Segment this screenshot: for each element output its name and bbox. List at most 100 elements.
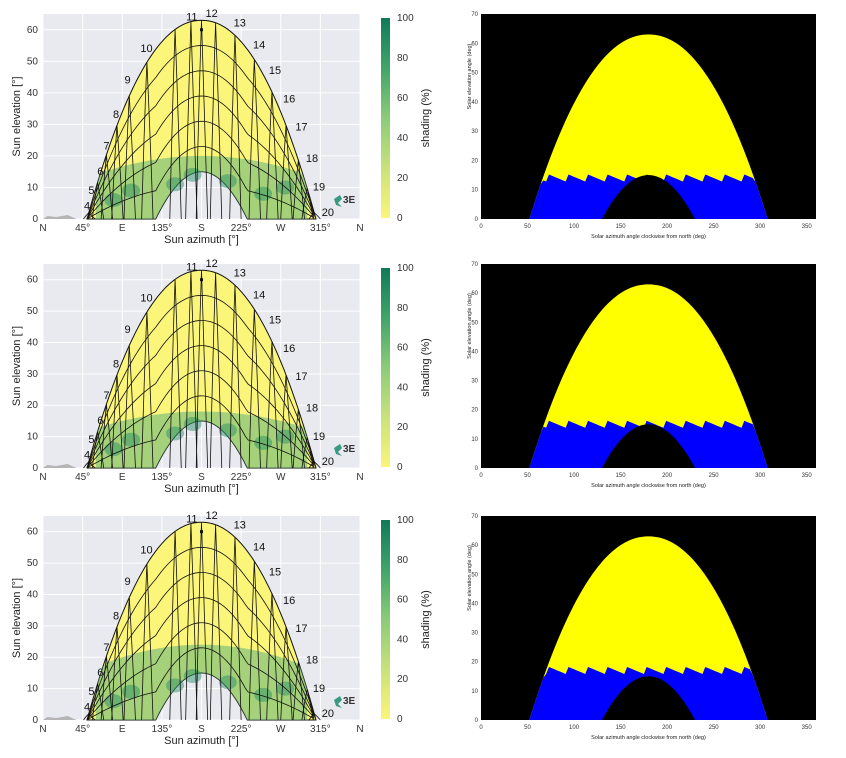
hour-line (169, 29, 182, 220)
x-tick-label: 250 (709, 473, 720, 479)
y-axis-label: Solar elevation angle (deg) (467, 545, 473, 611)
y-tick-label: 0 (32, 715, 38, 726)
day-curve (86, 320, 315, 469)
hour-label: 6 (97, 667, 103, 679)
x-tick-label: 50 (524, 224, 531, 230)
colorbar-tick-label: 100 (397, 263, 414, 274)
y-tick-label: 20 (471, 158, 478, 164)
horizon-obstacle (43, 215, 77, 219)
hour-label: 16 (283, 93, 295, 105)
hour-label: 8 (113, 359, 119, 371)
hour-line (229, 35, 242, 220)
y-tick-label: 30 (471, 379, 478, 385)
shading-band (95, 155, 308, 219)
day-curve (86, 597, 315, 721)
hour-label: 7 (103, 642, 109, 654)
y-tick-label: 50 (27, 558, 39, 569)
x-tick-label: 200 (662, 725, 673, 731)
colorbar (381, 268, 390, 467)
shading-band (95, 411, 308, 468)
colorbar-tick-label: 0 (397, 213, 403, 224)
y-tick-label: 20 (27, 652, 39, 663)
hour-label: 8 (113, 109, 119, 121)
hour-label: 9 (124, 324, 130, 336)
hour-label: 16 (283, 343, 295, 355)
hour-line (301, 437, 314, 469)
hour-label: 12 (206, 510, 218, 522)
day-curve (86, 622, 315, 721)
hour-label: 18 (306, 403, 318, 415)
y-axis-label: Solar elevation angle (deg) (467, 293, 473, 359)
hour-line (195, 270, 209, 469)
hour-label: 12 (206, 258, 218, 270)
y-tick-label: 50 (471, 71, 478, 77)
hour-line (100, 154, 113, 220)
y-tick-label: 40 (27, 337, 39, 348)
colorbar-tick-label: 20 (397, 674, 409, 685)
x-tick-label: 0 (479, 725, 483, 731)
hour-label: 5 (88, 434, 94, 446)
hour-label: 13 (234, 520, 246, 532)
y-tick-label: 10 (27, 432, 39, 443)
x-tick-label: 250 (709, 725, 720, 731)
x-tick-label: 135° (152, 724, 173, 735)
x-axis-label: Sun azimuth [°] (164, 234, 239, 246)
x-tick-label: N (39, 724, 46, 735)
hour-line (195, 522, 209, 721)
below-winter-region (601, 175, 696, 219)
y-tick-label: 30 (27, 369, 39, 380)
below-winter-region (601, 424, 696, 468)
x-tick-label: 45° (75, 472, 90, 483)
y-tick-label: 40 (471, 601, 478, 607)
day-curve (86, 95, 315, 220)
y-tick-label: 30 (27, 119, 39, 130)
day-curve (86, 146, 315, 220)
y-tick-label: 10 (471, 188, 478, 194)
y-tick-label: 60 (471, 291, 478, 297)
logo-text: 3E (343, 195, 356, 206)
hour-label: 8 (113, 611, 119, 623)
y-tick-label: 50 (27, 56, 39, 67)
hour-label: 9 (124, 576, 130, 588)
x-tick-label: E (119, 724, 126, 735)
colorbar-tick-label: 100 (397, 13, 414, 24)
hour-label: 14 (253, 290, 265, 302)
hour-label: 14 (253, 542, 265, 554)
colorbar-tick-label: 80 (397, 303, 409, 314)
hour-line (209, 22, 223, 220)
hour-line (185, 21, 198, 220)
hour-line (248, 59, 261, 220)
x-tick-label: 315° (310, 724, 331, 735)
hour-label: 10 (140, 43, 152, 55)
x-tick-label: 45° (75, 724, 90, 735)
day-curve (86, 294, 315, 469)
colorbar-tick-label: 0 (397, 462, 403, 473)
colorbar-tick-label: 60 (397, 343, 409, 354)
hour-line (111, 626, 124, 721)
y-tick-label: 60 (471, 543, 478, 549)
hour-line (292, 661, 305, 721)
logo-mark (334, 696, 342, 708)
colorbar (381, 18, 390, 218)
day-curve (86, 647, 315, 721)
hour-label: 13 (234, 268, 246, 280)
x-tick-label: S (198, 472, 205, 483)
hour-line (301, 689, 314, 721)
hour-label: 17 (295, 371, 307, 383)
x-tick-label: 200 (662, 224, 673, 230)
hour-line (141, 62, 154, 220)
shading-blob (254, 435, 273, 450)
shading-blob (104, 442, 123, 457)
hour-line (301, 188, 314, 220)
colorbar-tick-label: 80 (397, 555, 409, 566)
hour-line (209, 272, 223, 469)
day-curve (86, 70, 315, 220)
day-curve (86, 45, 315, 220)
x-tick-label: W (276, 472, 286, 483)
hour-label: 7 (103, 390, 109, 402)
hour-line (229, 537, 242, 721)
shading-blob (122, 432, 141, 447)
y-tick-label: 50 (471, 320, 478, 326)
shading-blob (218, 174, 237, 189)
hour-label: 17 (295, 122, 307, 134)
